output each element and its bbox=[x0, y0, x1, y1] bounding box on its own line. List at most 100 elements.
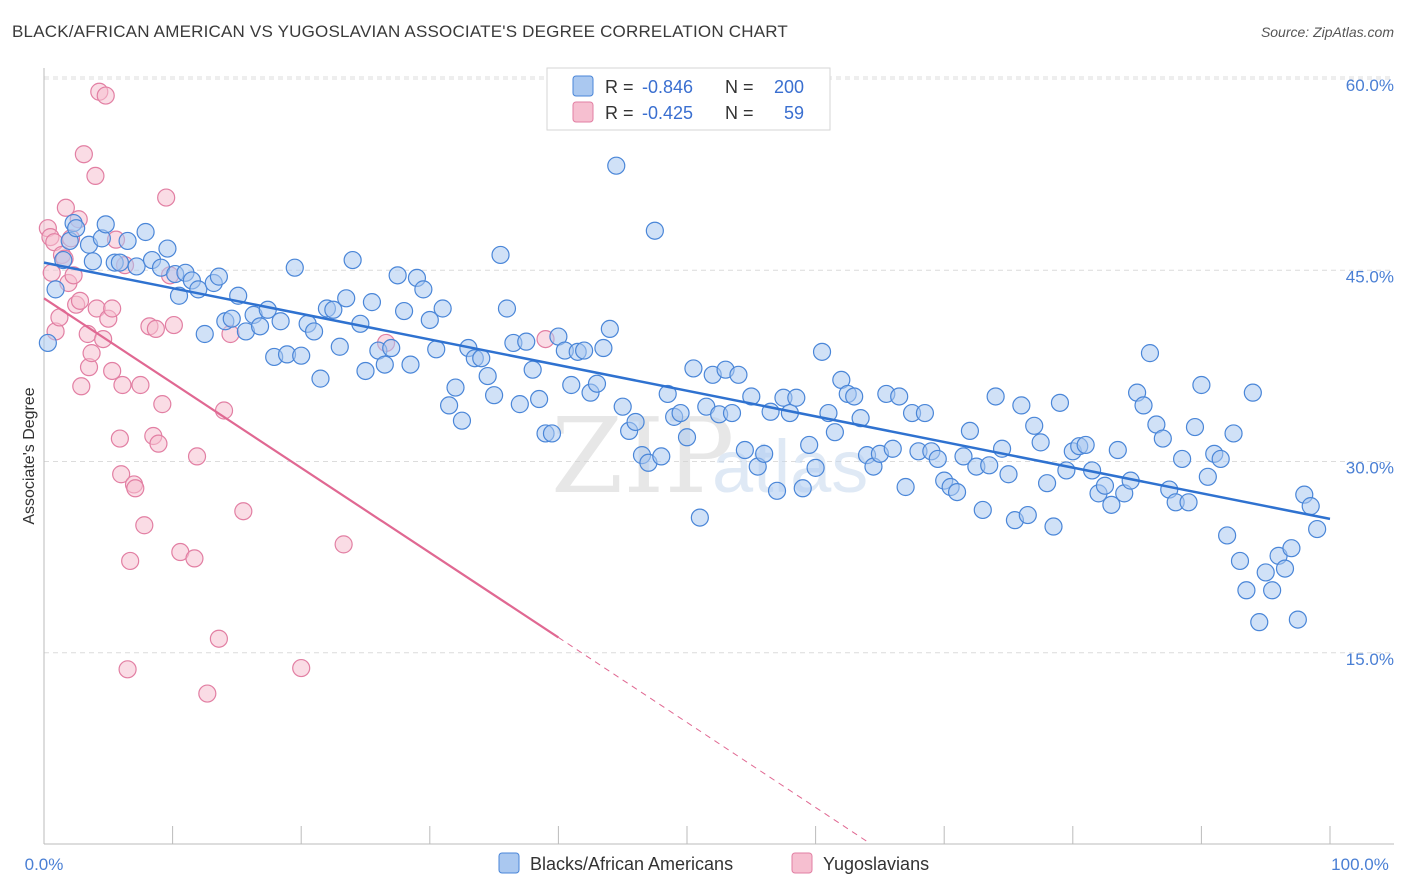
blacks-point-107 bbox=[742, 387, 761, 406]
yugoslavians-point-38 bbox=[135, 516, 154, 535]
blacks-point-182 bbox=[1224, 424, 1243, 443]
blacks-point-104 bbox=[722, 403, 742, 423]
blacks-point-76 bbox=[542, 424, 562, 443]
blacks-point-97 bbox=[677, 428, 697, 447]
yugoslavians-point-48 bbox=[185, 549, 204, 568]
blacks-point-52 bbox=[388, 266, 407, 285]
yugoslavians-point-49 bbox=[187, 447, 207, 466]
blacks-point-5 bbox=[67, 219, 86, 238]
blacks-point-151 bbox=[1025, 416, 1044, 435]
blacks-point-164 bbox=[1108, 440, 1127, 460]
blacks-point-69 bbox=[497, 299, 517, 318]
yugoslavians-point-37 bbox=[131, 375, 150, 395]
chart-title: BLACK/AFRICAN AMERICAN VS YUGOSLAVIAN AS… bbox=[12, 22, 788, 41]
yugoslavians-point-50 bbox=[198, 684, 217, 703]
yugoslavians-point-15 bbox=[72, 377, 91, 396]
yugoslavians-point-20 bbox=[86, 166, 105, 185]
yugoslavians-point-44 bbox=[157, 188, 176, 207]
blacks-point-98 bbox=[684, 359, 703, 378]
blacks-point-162 bbox=[1095, 476, 1115, 495]
yugoslavians-point-11 bbox=[64, 266, 83, 285]
yugoslavians-point-27 bbox=[103, 361, 122, 381]
blacks-point-40 bbox=[311, 369, 330, 388]
blacks-point-58 bbox=[427, 340, 446, 359]
blacks-point-87 bbox=[613, 397, 632, 416]
blacks-point-180 bbox=[1211, 449, 1230, 469]
blacks-point-79 bbox=[562, 375, 581, 395]
blacks-point-34 bbox=[271, 312, 290, 331]
blacks-point-192 bbox=[1288, 610, 1307, 629]
blacks-point-85 bbox=[600, 319, 619, 338]
axes bbox=[43, 68, 1394, 845]
legend: R = -0.846 N = 200 R = -0.425 N = 59 bbox=[546, 67, 831, 131]
blacks-point-31 bbox=[250, 317, 270, 336]
blacks-point-86 bbox=[607, 156, 626, 175]
blacks-point-150 bbox=[1018, 505, 1037, 525]
legend-swatch-blue bbox=[572, 75, 594, 97]
yugoslavians-point-30 bbox=[112, 465, 131, 484]
blacks-point-130 bbox=[890, 387, 909, 406]
y-tick-label-30: 30.0% bbox=[1346, 459, 1394, 478]
blacks-point-72 bbox=[517, 332, 536, 351]
blacks-point-93 bbox=[652, 447, 671, 466]
blacks-point-143 bbox=[973, 500, 992, 520]
blacks-point-115 bbox=[793, 479, 812, 498]
blacks-point-83 bbox=[587, 374, 607, 393]
blacks-point-14 bbox=[136, 222, 155, 242]
y-tick-label-60: 60.0% bbox=[1346, 76, 1394, 95]
trend-line-yugoslavians-extension bbox=[558, 637, 868, 842]
blacks-point-106 bbox=[735, 440, 754, 460]
y-tick-label-15: 15.0% bbox=[1346, 650, 1394, 669]
blacks-point-178 bbox=[1198, 467, 1217, 486]
yugoslavians-point-54 bbox=[234, 502, 253, 521]
blacks-point-12 bbox=[118, 231, 137, 251]
blacks-point-129 bbox=[883, 439, 902, 458]
blacks-point-120 bbox=[825, 423, 844, 442]
y-axis-tick-labels: 15.0% 30.0% 45.0% 60.0% bbox=[1346, 76, 1394, 669]
blacks-point-184 bbox=[1237, 581, 1256, 600]
yugoslavians-point-16 bbox=[74, 145, 93, 164]
blacks-point-59 bbox=[433, 299, 452, 318]
series-yugoslavians bbox=[38, 82, 555, 703]
yugoslavians-point-31 bbox=[113, 375, 132, 395]
y-tick-label-45: 45.0% bbox=[1346, 267, 1394, 286]
blacks-point-81 bbox=[575, 341, 594, 360]
bottom-legend-swatch-blue bbox=[498, 852, 520, 874]
blacks-point-39 bbox=[304, 322, 324, 341]
blacks-point-44 bbox=[337, 289, 356, 308]
blacks-point-99 bbox=[690, 508, 709, 527]
yugoslavians-point-24 bbox=[96, 86, 115, 105]
blacks-point-50 bbox=[375, 355, 394, 374]
blacks-point-136 bbox=[928, 449, 947, 469]
blacks-point-140 bbox=[954, 447, 973, 466]
blacks-point-0 bbox=[38, 333, 57, 353]
yugoslavians-point-42 bbox=[149, 434, 168, 453]
blacks-point-54 bbox=[401, 355, 420, 374]
blacks-point-23 bbox=[195, 324, 214, 344]
blacks-point-185 bbox=[1243, 383, 1262, 402]
blacks-point-116 bbox=[800, 435, 819, 455]
blacks-point-13 bbox=[127, 257, 146, 276]
blacks-point-114 bbox=[787, 388, 806, 407]
blacks-point-27 bbox=[222, 309, 241, 328]
blacks-point-145 bbox=[986, 387, 1005, 406]
blacks-point-177 bbox=[1192, 375, 1211, 395]
blacks-point-109 bbox=[755, 444, 774, 463]
blacks-point-74 bbox=[530, 389, 549, 409]
blacks-point-190 bbox=[1275, 559, 1295, 578]
blacks-point-171 bbox=[1153, 429, 1172, 448]
blacks-point-37 bbox=[292, 346, 311, 365]
yugoslavians-point-8 bbox=[56, 198, 75, 217]
watermark-atlas: atlas bbox=[712, 425, 868, 508]
yugoslavians-point-55 bbox=[292, 658, 311, 678]
legend-n-value-pink: 59 bbox=[784, 103, 804, 123]
blacks-point-11 bbox=[110, 253, 129, 272]
legend-n-label-blue: N = bbox=[725, 77, 754, 97]
yugoslavians-point-29 bbox=[110, 429, 129, 448]
x-axis-ticks bbox=[43, 826, 1331, 844]
blacks-point-60 bbox=[439, 396, 459, 415]
blacks-point-62 bbox=[452, 411, 472, 430]
bottom-legend-label-pink: Yugoslavians bbox=[823, 854, 929, 874]
blacks-point-141 bbox=[960, 421, 980, 440]
y-axis-title: Associate's Degree bbox=[21, 387, 38, 524]
